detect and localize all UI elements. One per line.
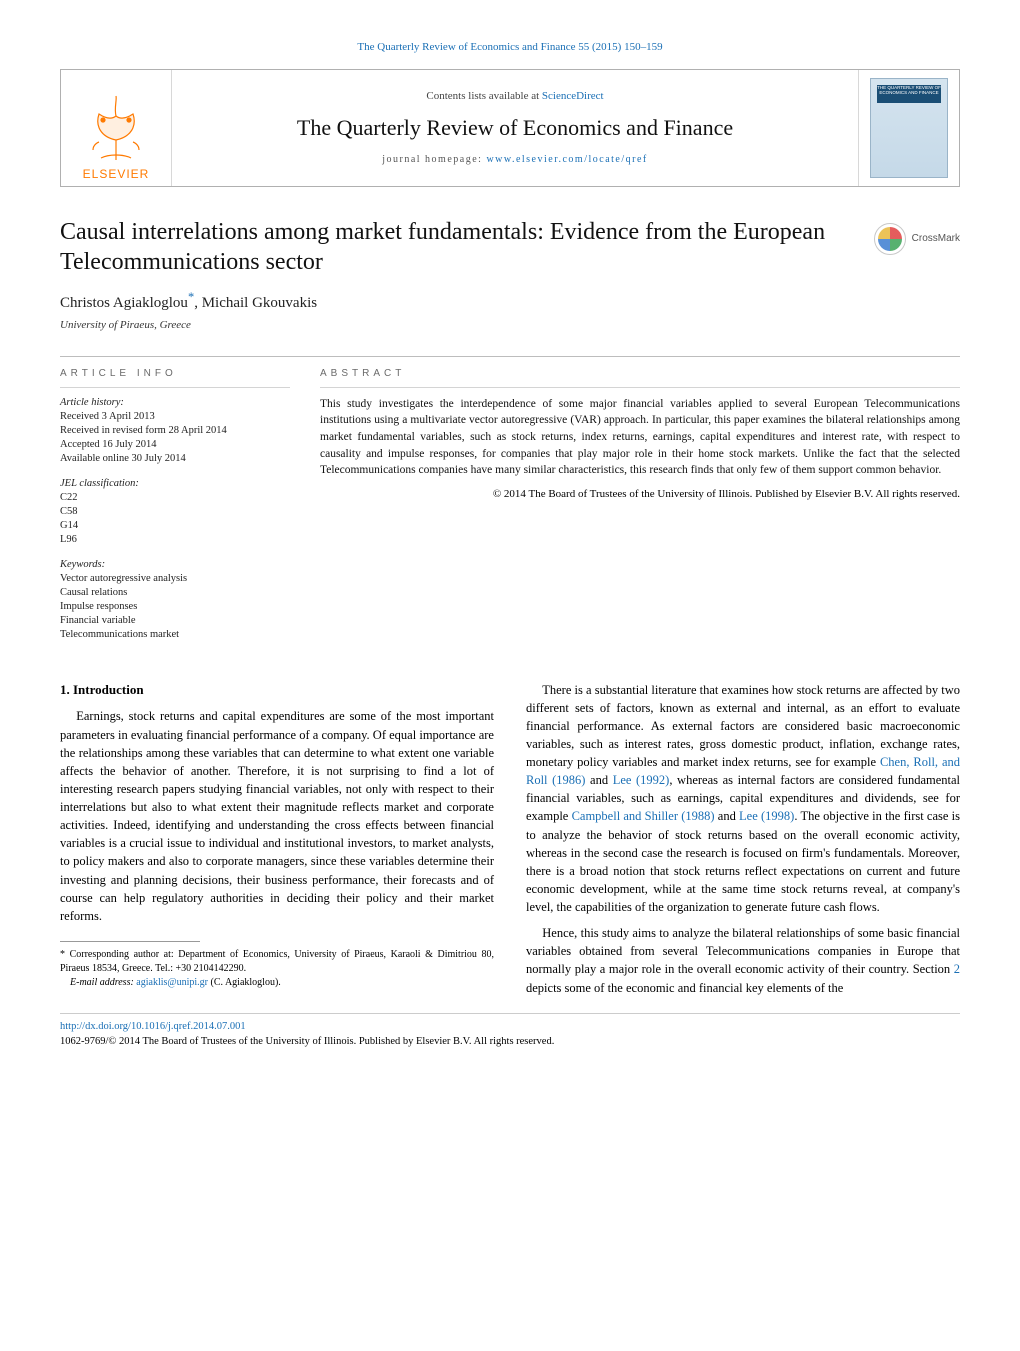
ref-lee-1992[interactable]: Lee (1992) bbox=[613, 773, 670, 787]
keyword-4: Telecommunications market bbox=[60, 629, 179, 640]
info-abstract-block: ARTICLE INFO Article history: Received 3… bbox=[60, 356, 960, 653]
abstract-column: ABSTRACT This study investigates the int… bbox=[320, 367, 960, 653]
email-link[interactable]: agiaklis@unipi.gr bbox=[136, 977, 208, 988]
journal-header-citation: The Quarterly Review of Economics and Fi… bbox=[60, 40, 960, 55]
p2-and: and bbox=[585, 773, 612, 787]
contents-available: Contents lists available at ScienceDirec… bbox=[426, 89, 603, 104]
history-revised: Received in revised form 28 April 2014 bbox=[60, 425, 227, 436]
p3-text-a: Hence, this study aims to analyze the bi… bbox=[526, 926, 960, 976]
intro-para-2: There is a substantial literature that e… bbox=[526, 681, 960, 917]
email-line: E-mail address: agiaklis@unipi.gr (C. Ag… bbox=[60, 976, 494, 990]
p2-text-c: . The objective in the first case is to … bbox=[526, 809, 960, 914]
history-online: Available online 30 July 2014 bbox=[60, 453, 186, 464]
jel-2: G14 bbox=[60, 520, 78, 531]
history-label: Article history: bbox=[60, 397, 124, 408]
jel-3: L96 bbox=[60, 534, 77, 545]
journal-header-box: ELSEVIER Contents lists available at Sci… bbox=[60, 69, 960, 187]
elsevier-wordmark: ELSEVIER bbox=[83, 166, 150, 183]
author-1[interactable]: Christos Agiakloglou bbox=[60, 295, 188, 311]
intro-para-3: Hence, this study aims to analyze the bi… bbox=[526, 924, 960, 997]
footnotes: * Corresponding author at: Department of… bbox=[60, 948, 494, 990]
history-accepted: Accepted 16 July 2014 bbox=[60, 439, 157, 450]
article-title: Causal interrelations among market funda… bbox=[60, 217, 862, 277]
page-footer: http://dx.doi.org/10.1016/j.qref.2014.07… bbox=[60, 1013, 960, 1049]
corresponding-author-note: * Corresponding author at: Department of… bbox=[60, 948, 494, 976]
ref-campbell-shiller-1988[interactable]: Campbell and Shiller (1988) bbox=[572, 809, 715, 823]
p3-text-b: depicts some of the economic and financi… bbox=[526, 981, 843, 995]
keyword-0: Vector autoregressive analysis bbox=[60, 573, 187, 584]
author-2: , Michail Gkouvakis bbox=[194, 295, 317, 311]
journal-homepage-link[interactable]: www.elsevier.com/locate/qref bbox=[486, 154, 647, 165]
article-history: Article history: Received 3 April 2013 R… bbox=[60, 396, 290, 467]
email-label: E-mail address: bbox=[70, 977, 136, 988]
jel-1: C58 bbox=[60, 506, 78, 517]
crossmark-label: CrossMark bbox=[912, 232, 960, 246]
section-1-heading: 1. Introduction bbox=[60, 681, 494, 700]
keywords-block: Keywords: Vector autoregressive analysis… bbox=[60, 558, 290, 643]
keyword-1: Causal relations bbox=[60, 587, 127, 598]
crossmark-widget[interactable]: CrossMark bbox=[874, 223, 960, 255]
footnote-separator bbox=[60, 941, 200, 942]
abstract-copyright: © 2014 The Board of Trustees of the Univ… bbox=[320, 487, 960, 502]
issn-copyright: 1062-9769/© 2014 The Board of Trustees o… bbox=[60, 1036, 554, 1047]
journal-homepage: journal homepage: www.elsevier.com/locat… bbox=[382, 153, 648, 167]
article-info-header: ARTICLE INFO bbox=[60, 367, 290, 388]
ref-lee-1998[interactable]: Lee (1998) bbox=[739, 809, 794, 823]
keywords-label: Keywords: bbox=[60, 559, 105, 570]
elsevier-tree-icon bbox=[81, 92, 151, 164]
crossmark-icon bbox=[874, 223, 906, 255]
history-received: Received 3 April 2013 bbox=[60, 411, 155, 422]
jel-0: C22 bbox=[60, 492, 78, 503]
elsevier-logo[interactable]: ELSEVIER bbox=[61, 70, 171, 186]
journal-cover-thumbnail[interactable]: THE QUARTERLY REVIEW OF ECONOMICS AND FI… bbox=[870, 78, 948, 178]
affiliation: University of Piraeus, Greece bbox=[60, 318, 960, 333]
email-tail: (C. Agiakloglou). bbox=[208, 977, 281, 988]
journal-title-area: Contents lists available at ScienceDirec… bbox=[171, 70, 859, 186]
abstract-body: This study investigates the interdepende… bbox=[320, 396, 960, 479]
cover-thumbnail-cell: THE QUARTERLY REVIEW OF ECONOMICS AND FI… bbox=[859, 70, 959, 186]
jel-label: JEL classification: bbox=[60, 478, 139, 489]
article-info-column: ARTICLE INFO Article history: Received 3… bbox=[60, 367, 290, 653]
jel-block: JEL classification: C22 C58 G14 L96 bbox=[60, 477, 290, 548]
p2-and-2: and bbox=[715, 809, 740, 823]
article-body: 1. Introduction Earnings, stock returns … bbox=[60, 681, 960, 998]
section-2-link[interactable]: 2 bbox=[954, 962, 960, 976]
cover-title-text: THE QUARTERLY REVIEW OF ECONOMICS AND FI… bbox=[877, 86, 941, 96]
keyword-2: Impulse responses bbox=[60, 601, 137, 612]
sciencedirect-link[interactable]: ScienceDirect bbox=[542, 90, 604, 102]
homepage-prefix: journal homepage: bbox=[382, 154, 486, 165]
doi-link[interactable]: http://dx.doi.org/10.1016/j.qref.2014.07… bbox=[60, 1021, 246, 1032]
abstract-header: ABSTRACT bbox=[320, 367, 960, 388]
intro-para-1: Earnings, stock returns and capital expe… bbox=[60, 707, 494, 925]
journal-name: The Quarterly Review of Economics and Fi… bbox=[297, 113, 733, 144]
authors-line: Christos Agiakloglou*, Michail Gkouvakis bbox=[60, 289, 960, 314]
title-row: Causal interrelations among market funda… bbox=[60, 217, 960, 277]
keyword-3: Financial variable bbox=[60, 615, 136, 626]
contents-prefix: Contents lists available at bbox=[426, 90, 541, 102]
